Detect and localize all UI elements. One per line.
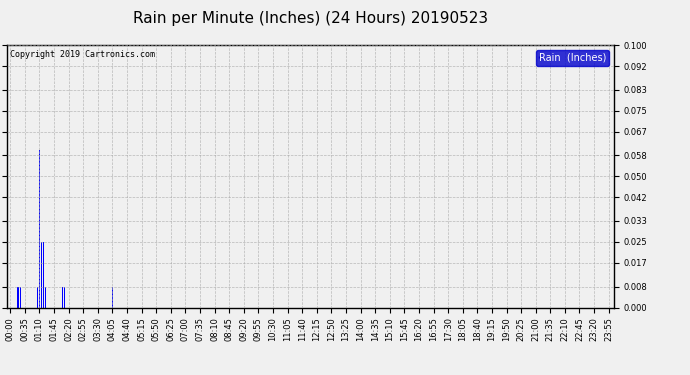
Legend: Rain  (Inches): Rain (Inches) (536, 50, 609, 66)
Text: Copyright 2019 Cartronics.com: Copyright 2019 Cartronics.com (10, 50, 155, 59)
Text: Rain per Minute (Inches) (24 Hours) 20190523: Rain per Minute (Inches) (24 Hours) 2019… (133, 11, 488, 26)
